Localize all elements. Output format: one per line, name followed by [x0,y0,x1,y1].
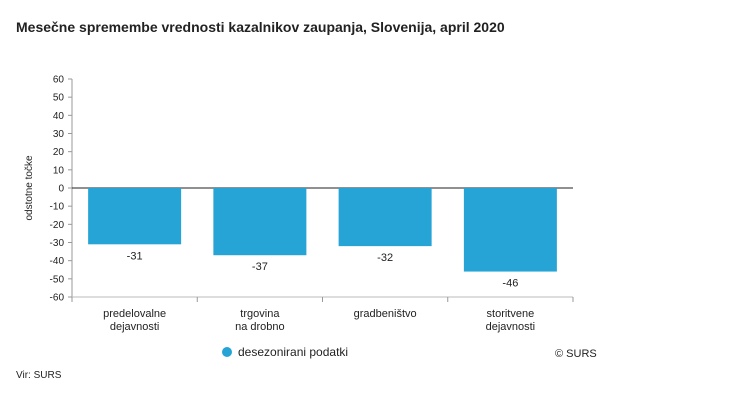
y-tick-label: 30 [53,129,65,140]
category-label: dejavnosti [110,321,160,333]
y-tick-label: -10 [50,202,65,213]
y-tick-label: 50 [53,93,65,104]
legend-label: desezonirani podatki [238,345,349,359]
y-tick-label: 40 [53,111,65,122]
chart-title: Mesečne spremembe vrednosti kazalnikov z… [16,19,505,35]
y-tick-label: 60 [53,75,65,86]
y-tick-label: -20 [50,220,65,231]
copyright-label: © SURS [555,348,597,360]
y-tick-label: 20 [53,147,65,158]
legend[interactable]: desezonirani podatki [222,345,348,359]
category-label: dejavnosti [486,321,536,333]
bar-value-label: -32 [377,252,393,264]
bars [88,188,557,272]
source-label: Vir: SURS [16,370,62,381]
bar-value-label: -31 [127,250,143,262]
y-tick-label: -50 [50,274,65,285]
category-label: na drobno [235,321,285,333]
category-label: storitvene [487,308,535,320]
y-tick-label: -40 [50,256,65,267]
category-label: trgovina [240,308,280,320]
bar[interactable] [463,188,557,272]
y-axis: 60 50 40 30 20 10 0 -10 -20 -30 -40 -50 -60 [50,75,73,304]
bar[interactable] [88,188,182,245]
y-axis-label: odstotne točke [24,155,35,220]
bar-labels: -31 -37 -32 -46 [127,250,519,289]
bar-value-label: -46 [502,278,518,290]
bar[interactable] [213,188,307,256]
legend-marker-icon [222,347,232,357]
y-tick-label: -60 [50,293,65,304]
y-tick-label: 10 [53,165,65,176]
category-label: predelovalne [103,308,166,320]
bar-value-label: -37 [252,261,268,273]
y-tick-label: 0 [58,184,64,195]
bar[interactable] [338,188,432,247]
category-label: gradbeništvo [354,308,417,320]
y-tick-label: -30 [50,238,65,249]
